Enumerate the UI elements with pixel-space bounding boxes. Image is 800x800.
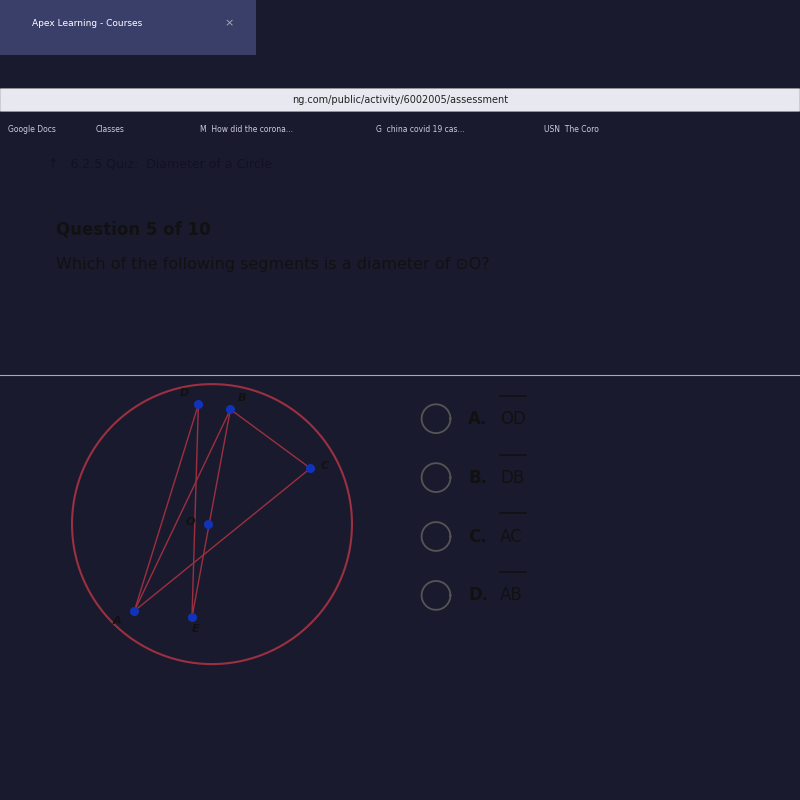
Text: ↑   6.2.5 Quiz:  Diameter of a Circle: ↑ 6.2.5 Quiz: Diameter of a Circle (48, 158, 272, 170)
Text: AB: AB (500, 586, 522, 605)
Text: B: B (238, 394, 246, 403)
Text: C.: C. (468, 527, 486, 546)
Point (192, 398, 205, 411)
Text: DB: DB (500, 469, 524, 486)
Text: USN  The Coro: USN The Coro (544, 126, 599, 134)
Text: M  How did the corona...: M How did the corona... (200, 126, 293, 134)
Point (202, 518, 214, 530)
Text: A: A (113, 616, 121, 626)
Text: E: E (191, 625, 199, 634)
Text: A.: A. (468, 410, 487, 428)
Text: Apex Learning - Courses: Apex Learning - Courses (32, 19, 142, 28)
Text: D: D (179, 388, 189, 398)
Text: Which of the following segments is a diameter of ⊙O?: Which of the following segments is a dia… (56, 258, 490, 273)
Text: O: O (186, 518, 195, 527)
Point (186, 610, 198, 623)
Point (224, 403, 237, 416)
Text: Classes: Classes (96, 126, 125, 134)
Text: OD: OD (500, 410, 526, 428)
FancyBboxPatch shape (0, 0, 256, 54)
Text: G  china covid 19 cas...: G china covid 19 cas... (376, 126, 465, 134)
FancyBboxPatch shape (0, 89, 800, 111)
Text: AC: AC (500, 527, 522, 546)
Point (128, 605, 141, 618)
Text: C: C (321, 461, 329, 471)
Text: Google Docs: Google Docs (8, 126, 56, 134)
Text: Question 5 of 10: Question 5 of 10 (56, 220, 210, 238)
Text: D.: D. (468, 586, 488, 605)
Text: ng.com/public/activity/6002005/assessment: ng.com/public/activity/6002005/assessmen… (292, 95, 508, 105)
Text: ×: × (224, 18, 234, 29)
Point (304, 462, 317, 474)
Text: B.: B. (468, 469, 487, 486)
